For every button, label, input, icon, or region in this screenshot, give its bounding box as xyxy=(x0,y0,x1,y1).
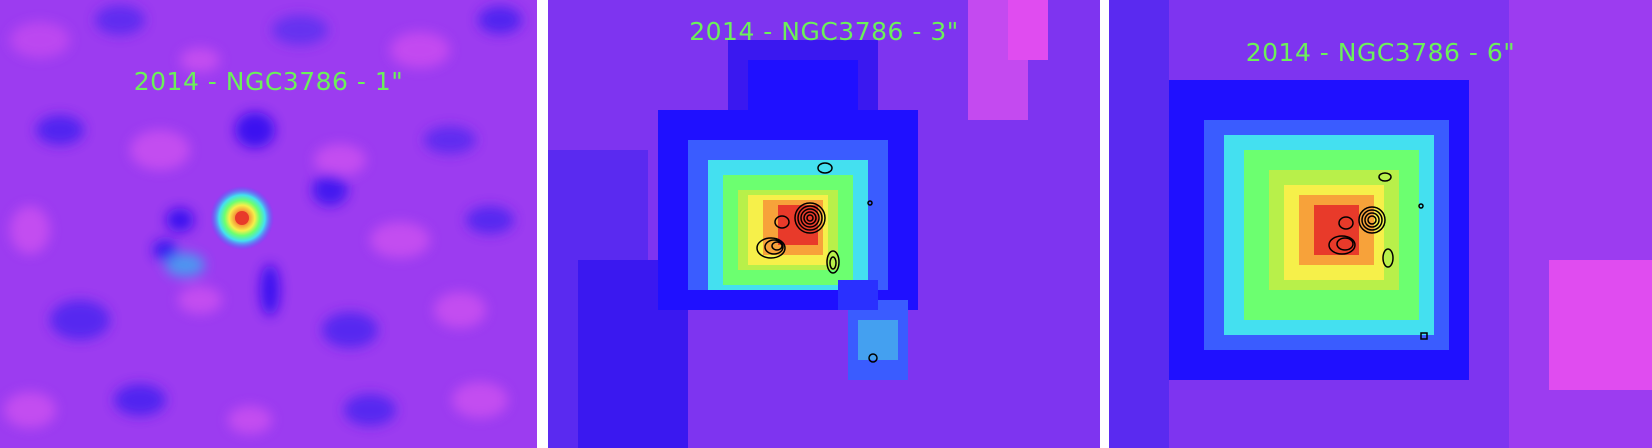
image-panel-1arcsec: 2014 - NGC3786 - 1" xyxy=(0,0,537,448)
map-1arcsec xyxy=(0,0,537,448)
panel-separator-1 xyxy=(537,0,548,448)
panel-separator-2 xyxy=(1100,0,1109,448)
map-6arcsec xyxy=(1109,0,1652,448)
map-3arcsec xyxy=(548,0,1100,448)
image-panel-6arcsec: 2014 - NGC3786 - 6" xyxy=(1109,0,1652,448)
image-panel-3arcsec: 2014 - NGC3786 - 3" xyxy=(548,0,1100,448)
